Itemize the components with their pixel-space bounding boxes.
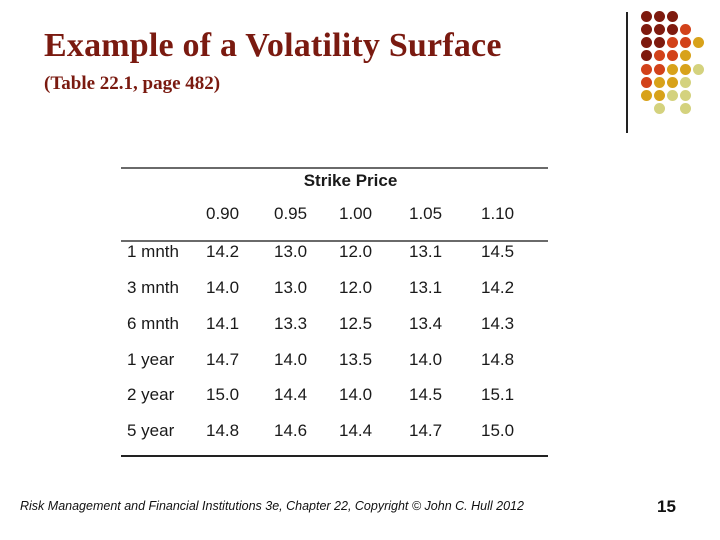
decorative-dot [641, 24, 652, 35]
volatility-cell: 14.0 [274, 350, 308, 369]
strike-price-header: Strike Price [303, 171, 398, 190]
decorative-dot [667, 77, 678, 88]
decorative-dot [680, 90, 691, 101]
decorative-dot [667, 64, 678, 75]
slide-title: Example of a Volatility Surface [44, 27, 502, 64]
volatility-cell: 12.0 [339, 278, 373, 297]
volatility-cell: 14.8 [481, 350, 515, 369]
decorative-dot [654, 103, 665, 114]
table-header-rule [121, 240, 548, 242]
volatility-cell: 14.1 [206, 314, 240, 333]
page-number: 15 [657, 497, 676, 516]
decorative-divider [626, 12, 628, 133]
decorative-dot [641, 90, 652, 101]
maturity-label: 6 mnth [127, 314, 179, 333]
decorative-dot [680, 77, 691, 88]
volatility-cell: 13.5 [339, 350, 373, 369]
decorative-dot [680, 64, 691, 75]
decorative-dot [680, 37, 691, 48]
volatility-cell: 13.1 [409, 278, 443, 297]
decorative-dot [680, 50, 691, 61]
decorative-dot [641, 50, 652, 61]
volatility-cell: 14.6 [274, 421, 308, 440]
volatility-cell: 13.0 [274, 242, 308, 261]
decorative-dot [667, 11, 678, 22]
decorative-dot [693, 64, 704, 75]
decorative-dot [654, 11, 665, 22]
table-bottom-rule [121, 455, 548, 457]
volatility-cell: 14.2 [481, 278, 515, 297]
volatility-cell: 14.7 [206, 350, 240, 369]
decorative-dot [667, 24, 678, 35]
decorative-dot [667, 50, 678, 61]
decorative-dot [654, 77, 665, 88]
maturity-label: 3 mnth [127, 278, 179, 297]
decorative-dot [641, 64, 652, 75]
table-top-rule [121, 167, 548, 169]
decorative-dot [667, 90, 678, 101]
volatility-cell: 15.0 [481, 421, 515, 440]
strike-column-header: 1.00 [339, 204, 373, 223]
volatility-cell: 13.4 [409, 314, 443, 333]
slide-subtitle: (Table 22.1, page 482) [44, 73, 221, 94]
decorative-dot-grid [0, 0, 720, 140]
volatility-cell: 14.3 [481, 314, 515, 333]
maturity-label: 5 year [127, 421, 175, 440]
volatility-cell: 14.4 [274, 385, 308, 404]
decorative-dot [693, 37, 704, 48]
volatility-cell: 13.0 [274, 278, 308, 297]
decorative-dot [654, 90, 665, 101]
volatility-cell: 14.8 [206, 421, 240, 440]
volatility-cell: 14.2 [206, 242, 240, 261]
decorative-dot [680, 103, 691, 114]
volatility-cell: 14.0 [339, 385, 373, 404]
volatility-cell: 14.4 [339, 421, 373, 440]
volatility-cell: 14.0 [206, 278, 240, 297]
maturity-label: 2 year [127, 385, 175, 404]
strike-column-header: 1.05 [409, 204, 443, 223]
decorative-dot [654, 64, 665, 75]
strike-column-header: 1.10 [481, 204, 515, 223]
decorative-dot [654, 24, 665, 35]
volatility-cell: 14.7 [409, 421, 443, 440]
volatility-cell: 13.1 [409, 242, 443, 261]
volatility-cell: 15.0 [206, 385, 240, 404]
decorative-dot [667, 37, 678, 48]
maturity-label: 1 year [127, 350, 175, 369]
volatility-surface-table: Strike Price 0.90 0.95 1.00 1.05 1.10 1 mnth 1… [121, 167, 548, 457]
volatility-cell: 12.5 [339, 314, 373, 333]
volatility-cell: 14.0 [409, 350, 443, 369]
volatility-cell: 15.1 [481, 385, 515, 404]
strike-column-header: 0.90 [206, 204, 240, 223]
volatility-cell: 14.5 [481, 242, 515, 261]
slide-footer: Risk Management and Financial Institutio… [20, 499, 524, 513]
maturity-label: 1 mnth [127, 242, 179, 261]
volatility-cell: 14.5 [409, 385, 443, 404]
decorative-dot [641, 37, 652, 48]
volatility-cell: 12.0 [339, 242, 373, 261]
decorative-dot [641, 77, 652, 88]
decorative-dot [654, 50, 665, 61]
decorative-dot [654, 37, 665, 48]
decorative-dot [680, 24, 691, 35]
strike-column-header: 0.95 [274, 204, 308, 223]
volatility-cell: 13.3 [274, 314, 308, 333]
decorative-dot [641, 11, 652, 22]
